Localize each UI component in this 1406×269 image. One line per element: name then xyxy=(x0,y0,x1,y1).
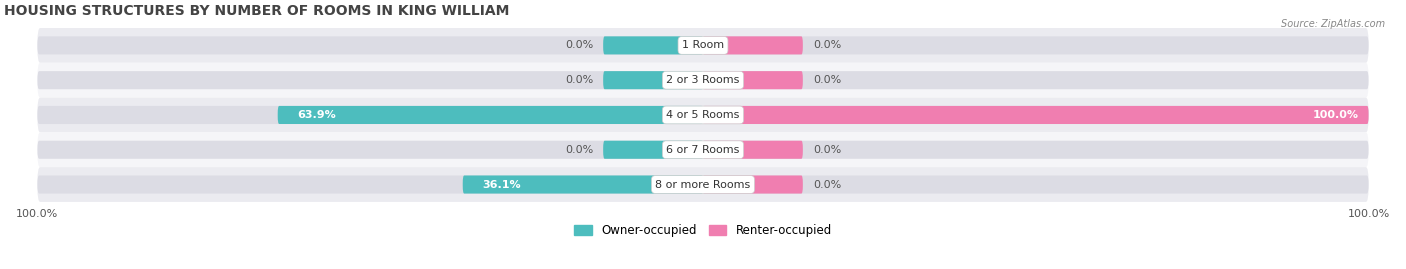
FancyBboxPatch shape xyxy=(703,175,803,194)
Text: 0.0%: 0.0% xyxy=(813,40,841,50)
Text: Source: ZipAtlas.com: Source: ZipAtlas.com xyxy=(1281,19,1385,29)
Legend: Owner-occupied, Renter-occupied: Owner-occupied, Renter-occupied xyxy=(574,224,832,237)
FancyBboxPatch shape xyxy=(603,71,703,89)
FancyBboxPatch shape xyxy=(603,141,703,159)
Text: HOUSING STRUCTURES BY NUMBER OF ROOMS IN KING WILLIAM: HOUSING STRUCTURES BY NUMBER OF ROOMS IN… xyxy=(4,4,509,18)
Text: 0.0%: 0.0% xyxy=(813,179,841,190)
Text: 0.0%: 0.0% xyxy=(813,145,841,155)
FancyBboxPatch shape xyxy=(278,106,703,124)
FancyBboxPatch shape xyxy=(38,167,1368,202)
FancyBboxPatch shape xyxy=(703,106,1368,124)
FancyBboxPatch shape xyxy=(703,71,803,89)
Text: 0.0%: 0.0% xyxy=(565,40,593,50)
FancyBboxPatch shape xyxy=(703,36,803,54)
FancyBboxPatch shape xyxy=(38,63,1368,98)
Text: 63.9%: 63.9% xyxy=(298,110,336,120)
FancyBboxPatch shape xyxy=(38,71,1368,89)
FancyBboxPatch shape xyxy=(38,132,1368,167)
Text: 0.0%: 0.0% xyxy=(565,75,593,85)
Text: 0.0%: 0.0% xyxy=(813,75,841,85)
Text: 6 or 7 Rooms: 6 or 7 Rooms xyxy=(666,145,740,155)
FancyBboxPatch shape xyxy=(38,98,1368,132)
Text: 2 or 3 Rooms: 2 or 3 Rooms xyxy=(666,75,740,85)
Text: 1 Room: 1 Room xyxy=(682,40,724,50)
Text: 0.0%: 0.0% xyxy=(565,145,593,155)
Text: 100.0%: 100.0% xyxy=(1313,110,1358,120)
Text: 8 or more Rooms: 8 or more Rooms xyxy=(655,179,751,190)
FancyBboxPatch shape xyxy=(38,106,1368,124)
FancyBboxPatch shape xyxy=(703,141,803,159)
FancyBboxPatch shape xyxy=(38,28,1368,63)
FancyBboxPatch shape xyxy=(463,175,703,194)
FancyBboxPatch shape xyxy=(603,36,703,54)
FancyBboxPatch shape xyxy=(38,36,1368,54)
Text: 4 or 5 Rooms: 4 or 5 Rooms xyxy=(666,110,740,120)
FancyBboxPatch shape xyxy=(38,175,1368,194)
FancyBboxPatch shape xyxy=(38,141,1368,159)
Text: 36.1%: 36.1% xyxy=(482,179,522,190)
